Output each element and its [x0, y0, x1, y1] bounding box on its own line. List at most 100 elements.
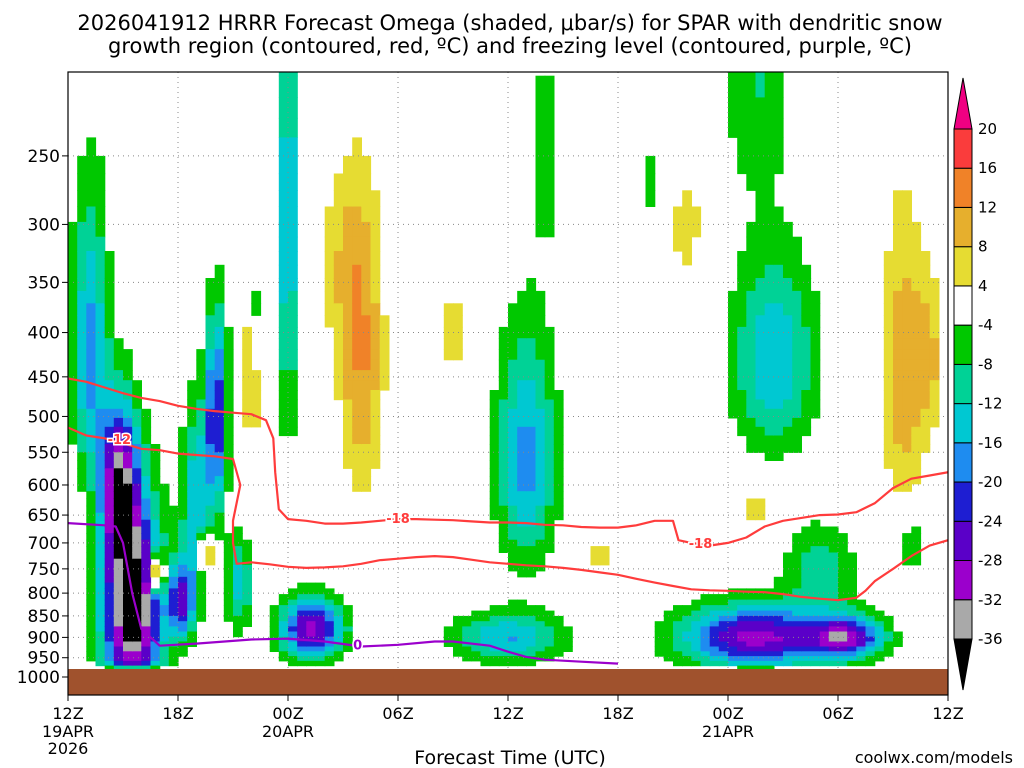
omega-cell [205, 390, 216, 401]
omega-cell [278, 75, 289, 98]
omega-cell [132, 656, 142, 662]
colorbar-tick-label: -4 [978, 316, 993, 334]
omega-cell [297, 605, 307, 612]
omega-cell [86, 278, 97, 292]
omega-cell [223, 533, 234, 541]
omega-cell [168, 564, 179, 572]
omega-cell [159, 594, 170, 601]
omega-cell [544, 533, 555, 541]
omega-cell [471, 651, 482, 657]
omega-cell [159, 505, 170, 514]
omega-cell [352, 476, 362, 485]
omega-cell [288, 359, 298, 371]
omega-cell [828, 631, 839, 638]
omega-cell [104, 641, 115, 647]
omega-cell [178, 621, 188, 627]
omega-cell [86, 190, 97, 207]
omega-cell [801, 610, 812, 617]
omega-cell [324, 660, 335, 667]
omega-cell [86, 452, 97, 461]
omega-cell [746, 326, 757, 339]
omega-cell [544, 519, 555, 528]
omega-cell [673, 615, 683, 622]
omega-cell [196, 519, 207, 528]
omega-cell [288, 390, 298, 401]
omega-cell [288, 621, 298, 627]
omega-cell [196, 476, 207, 485]
omega-cell [95, 452, 106, 461]
omega-cell [86, 476, 97, 485]
omega-cell [792, 390, 802, 401]
omega-cell [810, 390, 821, 401]
omega-cell [333, 264, 344, 279]
omega-cell [104, 399, 115, 410]
omega-cell [297, 626, 307, 633]
omega-cell [95, 656, 106, 662]
omega-cell [214, 435, 225, 445]
omega-cell [233, 599, 243, 606]
omega-cell [764, 417, 775, 428]
omega-cell [141, 483, 152, 492]
omega-cell [902, 370, 912, 381]
omega-cell [489, 512, 500, 521]
omega-cell [288, 594, 298, 601]
omega-shading [68, 72, 940, 676]
omega-cell [86, 546, 97, 553]
omega-cell [773, 417, 784, 428]
omega-cell [819, 533, 830, 541]
omega-cell [755, 651, 766, 657]
omega-cell [764, 117, 775, 138]
omega-cell [196, 468, 207, 477]
omega-cell [773, 155, 784, 175]
omega-cell [288, 155, 298, 175]
omega-cell [306, 656, 317, 662]
omega-cell [737, 660, 747, 667]
omega-cell [95, 476, 106, 485]
omega-cell [746, 359, 757, 371]
omega-cell [746, 599, 757, 606]
omega-cell [553, 631, 564, 638]
omega-cell [737, 646, 747, 652]
omega-cell [728, 315, 738, 328]
omega-cell [150, 594, 161, 601]
omega-cell [297, 599, 307, 606]
omega-cell [242, 576, 252, 584]
omega-cell [278, 615, 289, 622]
omega-cell [847, 558, 857, 566]
omega-cell [168, 631, 179, 638]
omega-cell [95, 417, 106, 428]
omega-cell [526, 349, 537, 361]
omega-cell [792, 621, 802, 627]
omega-cell [86, 646, 97, 652]
omega-cell [535, 610, 546, 617]
omega-cell [159, 588, 170, 595]
omega-cell [673, 651, 683, 657]
omega-cell [718, 610, 729, 617]
omega-cell [324, 315, 335, 328]
omega-cell [535, 315, 546, 328]
omega-cell [141, 646, 152, 652]
omega-cell [792, 636, 802, 643]
omega-cell [297, 646, 307, 652]
omega-cell [242, 582, 252, 589]
omega-cell [278, 290, 289, 304]
omega-cell [278, 594, 289, 601]
omega-cell [883, 646, 894, 652]
omega-cell [883, 338, 894, 350]
omega-cell [77, 452, 87, 461]
omega-cell [856, 651, 867, 657]
omega-cell [526, 631, 537, 638]
omega-cell [902, 399, 912, 410]
omega-cell [95, 326, 106, 339]
omega-cell [498, 483, 509, 492]
omega-cell [343, 338, 353, 350]
omega-cell [737, 621, 747, 627]
omega-cell [223, 564, 234, 572]
omega-cell [828, 656, 839, 662]
omega-cell [159, 660, 170, 667]
omega-cell [792, 651, 802, 657]
omega-cell [278, 349, 289, 361]
omega-cell [123, 646, 133, 652]
omega-cell [746, 498, 757, 507]
omega-cell [883, 399, 894, 410]
